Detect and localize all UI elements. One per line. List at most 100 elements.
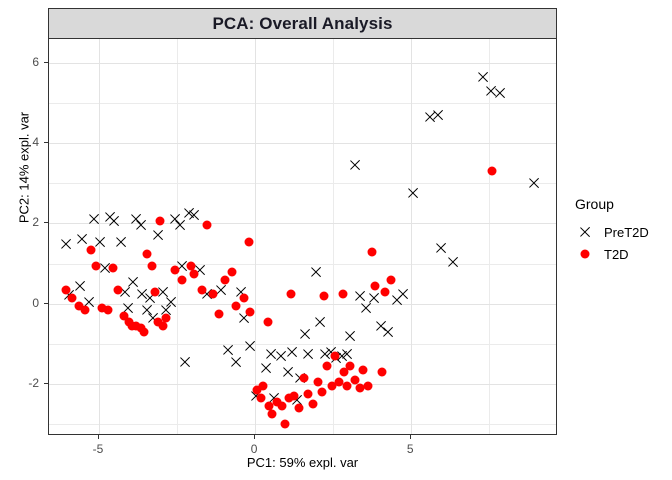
legend-label-t2d: T2D (604, 246, 629, 262)
data-point-pret2d (75, 232, 88, 245)
data-point-pret2d (314, 315, 327, 328)
gridline-horizontal-major (49, 303, 556, 305)
x-tick-mark (410, 435, 412, 439)
data-point-pret2d (178, 355, 191, 368)
data-point-t2d (208, 289, 218, 299)
data-point-t2d (103, 305, 113, 315)
y-tick-mark (44, 142, 48, 144)
data-point-t2d (342, 381, 352, 391)
x-tick-mark (97, 435, 99, 439)
data-point-pret2d (349, 159, 362, 172)
data-point-pret2d (88, 213, 101, 226)
data-point-pret2d (431, 109, 444, 122)
plot-panel (48, 38, 557, 435)
data-point-t2d (370, 281, 380, 291)
gridline-vertical-major (255, 39, 257, 434)
gridline-vertical-major (411, 39, 413, 434)
data-point-pret2d (108, 215, 121, 228)
legend-item-t2d[interactable]: T2D (575, 243, 670, 265)
data-point-t2d (256, 393, 266, 403)
data-point-t2d (170, 265, 180, 275)
gridline-vertical-minor (177, 39, 179, 434)
data-point-t2d (202, 220, 212, 230)
data-point-pret2d (114, 235, 127, 248)
data-point-pret2d (302, 347, 315, 360)
y-tick-label: -2 (28, 375, 39, 390)
filled-circle-icon (575, 244, 595, 264)
data-point-pret2d (494, 87, 507, 100)
data-point-t2d (289, 391, 299, 401)
data-point-pret2d (309, 265, 322, 278)
y-tick-mark (44, 62, 48, 64)
data-point-t2d (330, 351, 340, 361)
legend: Group PreT2D T2D (575, 196, 670, 265)
data-point-t2d (377, 367, 387, 377)
y-tick-label: 2 (32, 215, 39, 230)
gridline-horizontal-minor (49, 423, 556, 425)
y-tick-mark (44, 382, 48, 384)
x-tick-mark (254, 435, 256, 439)
data-points-layer (49, 39, 556, 434)
data-point-t2d (299, 373, 308, 383)
legend-title: Group (575, 196, 614, 212)
data-point-t2d (308, 399, 318, 409)
data-point-t2d (380, 287, 390, 297)
gridline-horizontal-major (49, 143, 556, 145)
data-point-t2d (153, 317, 163, 327)
data-point-t2d (319, 291, 329, 301)
gridline-vertical-minor (489, 39, 491, 434)
data-point-t2d (108, 263, 118, 273)
data-point-t2d (487, 166, 497, 176)
grid-layer (49, 39, 556, 434)
gridline-vertical-minor (333, 39, 335, 434)
data-point-pret2d (367, 291, 380, 304)
data-point-t2d (113, 285, 123, 295)
data-point-t2d (334, 377, 344, 387)
data-point-t2d (386, 275, 396, 285)
data-point-t2d (358, 365, 368, 375)
data-point-pret2d (60, 237, 73, 250)
data-point-t2d (150, 287, 160, 297)
data-point-t2d (272, 397, 282, 407)
data-point-t2d (363, 381, 372, 391)
data-point-t2d (91, 261, 101, 271)
data-point-t2d (322, 361, 332, 371)
data-point-t2d (267, 409, 277, 419)
data-point-t2d (177, 275, 187, 285)
legend-item-pret2d[interactable]: PreT2D (575, 221, 670, 243)
y-axis-title: PC2: 14% expl. var (16, 111, 32, 224)
data-point-t2d (286, 289, 296, 299)
y-tick-label: 0 (32, 295, 39, 310)
data-point-t2d (86, 245, 96, 255)
data-point-t2d (119, 311, 129, 321)
gridline-horizontal-minor (49, 343, 556, 345)
x-tick-label: 5 (406, 442, 414, 456)
data-point-t2d (294, 403, 304, 413)
gridline-horizontal-minor (49, 183, 556, 185)
plot-title: PCA: Overall Analysis (212, 13, 393, 33)
data-point-t2d (280, 419, 290, 429)
data-point-t2d (214, 309, 224, 319)
data-point-t2d (339, 367, 349, 377)
data-point-pret2d (447, 255, 460, 268)
x-tick-label: -5 (92, 442, 104, 456)
data-point-t2d (74, 301, 84, 311)
data-point-t2d (231, 301, 241, 311)
data-point-t2d (158, 321, 168, 331)
data-point-t2d (131, 321, 141, 331)
data-point-pret2d (174, 219, 187, 232)
data-point-t2d (277, 401, 287, 411)
data-point-pret2d (341, 347, 354, 360)
data-point-pret2d (344, 329, 357, 342)
gridline-horizontal-major (49, 383, 556, 385)
data-point-t2d (252, 385, 262, 395)
data-point-t2d (186, 261, 196, 271)
data-point-pret2d (281, 365, 294, 378)
data-point-pret2d (135, 219, 148, 232)
data-point-pret2d (260, 361, 273, 374)
data-point-t2d (220, 275, 230, 285)
data-point-t2d (147, 261, 157, 271)
data-point-t2d (197, 285, 207, 295)
data-point-pret2d (74, 279, 87, 292)
